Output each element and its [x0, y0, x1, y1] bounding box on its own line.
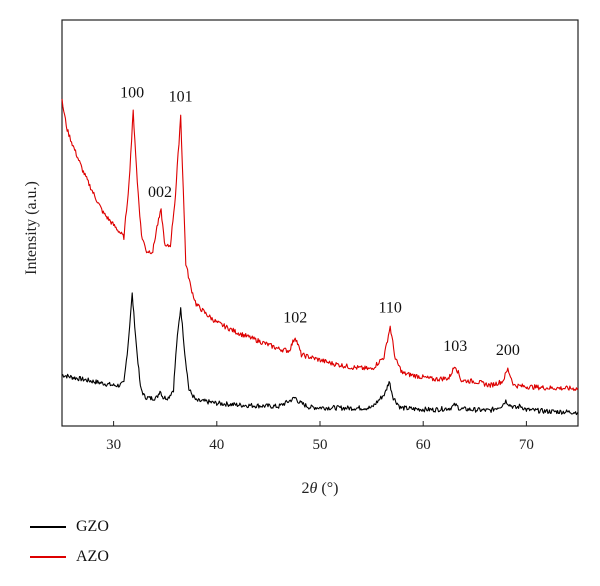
peak-label-002: 002	[148, 184, 172, 201]
xrd-chart: 30 40 50 60 70 100 101 002 102 110 103 200 Intensi…	[23, 19, 579, 497]
y-axis-label: Intensity (a.u.)	[23, 181, 40, 275]
x-axis-label-theta: θ	[310, 480, 318, 497]
legend: GZO AZO	[30, 512, 109, 572]
peak-label-110: 110	[378, 300, 401, 317]
peak-label-100: 100	[120, 84, 144, 101]
plot-lines	[61, 98, 579, 416]
x-tick-label: 40	[209, 437, 224, 453]
peak-labels: 100 101 002 102 110 103 200	[120, 84, 520, 359]
legend-item-gzo: GZO	[30, 512, 109, 542]
legend-swatch-azo	[30, 556, 66, 558]
x-axis-label-prefix: 2	[302, 480, 310, 497]
legend-swatch-gzo	[30, 526, 66, 528]
x-axis-label-unit: (°)	[317, 480, 338, 497]
legend-label-gzo: GZO	[76, 518, 109, 535]
x-axis-ticks: 30 40 50 60 70	[106, 421, 534, 453]
peak-label-103: 103	[443, 338, 467, 355]
x-tick-label: 50	[313, 437, 328, 453]
x-tick-label: 30	[106, 437, 121, 453]
peak-label-101: 101	[169, 88, 193, 105]
legend-item-azo: AZO	[30, 542, 109, 572]
legend-label-azo: AZO	[76, 548, 109, 565]
peak-label-102: 102	[283, 310, 307, 327]
peak-label-200: 200	[496, 342, 520, 359]
series-line-azo	[61, 98, 579, 392]
x-axis-label: 2θ (°)	[302, 480, 339, 497]
x-tick-label: 60	[416, 437, 431, 453]
series-line-gzo	[61, 292, 579, 416]
x-tick-label: 70	[519, 437, 534, 453]
plot-frame	[61, 19, 579, 427]
